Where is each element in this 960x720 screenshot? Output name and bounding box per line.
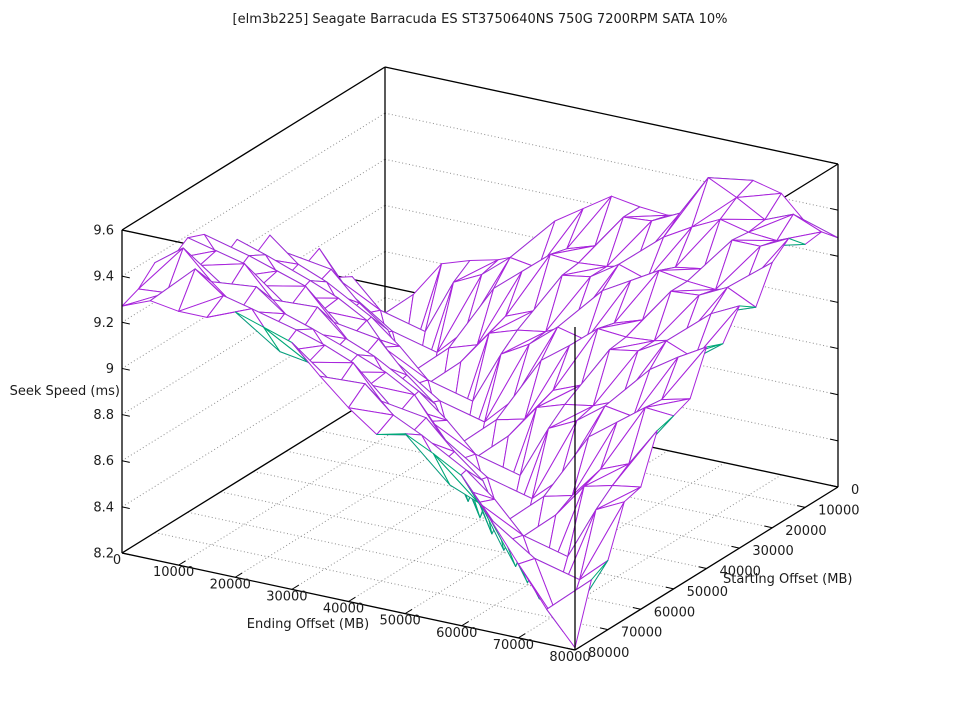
top-edge-back-left — [121, 66, 386, 231]
z-tick-label: 9.6 — [93, 224, 114, 239]
base-gridline-y — [220, 491, 674, 590]
z-tick-label: 8.2 — [93, 547, 114, 562]
y-tick-label: 70000 — [621, 626, 662, 641]
z-gridline-left-wall — [121, 158, 386, 323]
z-tick-label: 9.4 — [93, 270, 114, 285]
y-axis-label: Starting Offset (MB) — [723, 572, 853, 587]
x-tick — [121, 548, 130, 554]
z-gridline-left-wall — [121, 343, 386, 508]
z-tick-left — [121, 321, 130, 325]
x-tick-label: 30000 — [266, 589, 307, 604]
z-gridline-left-wall — [121, 251, 386, 415]
y-tick — [567, 647, 576, 651]
base-edge-back-left — [121, 389, 386, 554]
z-tick-left — [121, 275, 130, 279]
x-tick — [461, 621, 469, 627]
chart-title: [elm3b225] Seagate Barracuda ES ST375064… — [232, 12, 728, 27]
y-tick — [830, 484, 839, 488]
z-tick-label: 8.4 — [93, 500, 114, 515]
y-tick-label: 0 — [851, 483, 859, 498]
base-gridline-x — [178, 401, 442, 566]
z-tick-left — [121, 460, 130, 463]
z-tick-left — [121, 414, 130, 417]
x-tick-label: 10000 — [153, 565, 194, 580]
x-tick — [234, 572, 243, 578]
x-tick-label: 40000 — [323, 602, 364, 617]
x-axis-label: Ending Offset (MB) — [246, 617, 370, 632]
x-tick-label: 50000 — [379, 614, 420, 629]
z-tick-left — [121, 367, 130, 371]
box-frame-front — [121, 164, 839, 650]
x-tick — [348, 596, 356, 602]
y-tick-label: 10000 — [818, 503, 859, 518]
base-gridline-y — [154, 532, 608, 631]
z-gridline-left-wall — [121, 297, 386, 462]
z-tick-right — [830, 300, 839, 303]
base-gridline-y — [253, 471, 707, 569]
x-tick-label: 80000 — [549, 650, 590, 665]
y-tick — [665, 586, 674, 590]
x-tick — [404, 608, 413, 615]
surface-facet — [546, 579, 592, 649]
base-gridline-x — [291, 425, 556, 590]
x-tick — [178, 560, 186, 566]
z-tick-left — [121, 229, 130, 233]
y-tick — [698, 566, 707, 569]
y-tick — [599, 627, 608, 631]
y-tick-label: 20000 — [785, 524, 826, 539]
surface-mesh — [121, 177, 839, 649]
x-tick-label: 60000 — [436, 626, 477, 641]
z-tick-right — [830, 161, 839, 165]
z-tick-label: 8.6 — [93, 454, 114, 469]
x-tick-label: 20000 — [210, 577, 251, 592]
x-tick — [574, 645, 583, 651]
y-tick-label: 30000 — [752, 544, 793, 559]
base-gridline-y — [187, 511, 641, 610]
top-edge-back-right — [384, 66, 839, 165]
z-axis-label: Seek Speed (ms) — [9, 384, 120, 399]
x-tick-label: 70000 — [493, 638, 534, 653]
base-gridline-x — [518, 474, 782, 639]
y-tick — [731, 545, 740, 549]
z-tick-right — [830, 392, 839, 396]
y-tick — [764, 525, 773, 529]
y-tick-label: 80000 — [588, 646, 629, 661]
z-tick-label: 8.8 — [93, 408, 114, 423]
y-tick-label: 60000 — [654, 605, 695, 620]
x-tick — [518, 633, 526, 639]
z-tick-right — [830, 346, 839, 350]
y-tick — [797, 505, 806, 508]
z-gridline-left-wall — [121, 112, 386, 277]
axis-ticks-and-labels: 8.2 8.4 8.6 8.8 9 9.2 9.4 9.6 0 10000 20000 30000 40… — [93, 161, 859, 665]
y-tick — [632, 607, 641, 610]
y-tick-label: 40000 — [720, 565, 761, 580]
z-gridline-right-wall — [384, 112, 839, 211]
y-tick-label: 50000 — [687, 585, 728, 600]
x-tick-label: 0 — [113, 553, 121, 568]
z-tick-left — [121, 552, 130, 556]
z-tick-right — [830, 438, 839, 442]
z-tick-label: 9.2 — [93, 316, 114, 331]
z-tick-label: 9 — [106, 362, 114, 377]
z-tick-right — [830, 254, 839, 257]
z-tick-right — [830, 207, 839, 211]
z-tick-left — [121, 506, 130, 510]
x-tick — [291, 584, 299, 590]
